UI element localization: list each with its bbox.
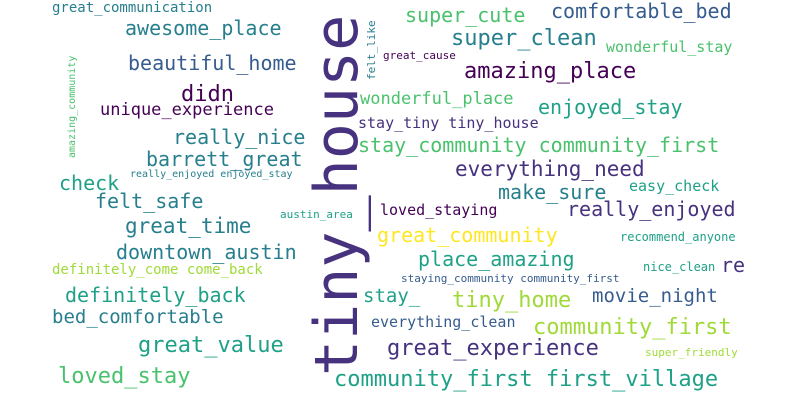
- word-barrett-great: barrett_great: [146, 147, 303, 171]
- word-didn: didn: [181, 82, 234, 107]
- word-enjoyed-stay: enjoyed_stay: [538, 95, 683, 119]
- word-super-clean: super_clean: [451, 26, 597, 51]
- word-movie-night: movie_night: [592, 285, 718, 307]
- word-loved-stay: loved_stay: [58, 364, 191, 389]
- word-downtown-austin: downtown_austin: [116, 240, 297, 264]
- word-awesome-place: awesome_place: [125, 16, 282, 40]
- word-comfortable-bed: comfortable_bed: [551, 0, 732, 23]
- word-great-experience: great_experience: [387, 336, 599, 361]
- word-re: re: [721, 253, 746, 277]
- word-beautiful-home: beautiful_home: [128, 51, 297, 75]
- word-place-amazing: place_amazing: [418, 247, 575, 271]
- word-stay: stay_: [363, 285, 421, 307]
- word-definitely-come-come-back: definitely_come come_back: [52, 262, 263, 278]
- word-super-cute: super_cute: [405, 3, 526, 27]
- word-austin-area: austin_area: [280, 208, 353, 221]
- word-recommend-anyone: recommend_anyone: [620, 230, 736, 244]
- word-wonderful-place: wonderful_place: [360, 89, 514, 109]
- word-everything-need: everything_need: [455, 157, 645, 181]
- word-tiny-home: tiny_home: [452, 288, 572, 313]
- word-tiny-house: tiny_house: [302, 14, 372, 376]
- word-definitely-back: definitely_back: [65, 283, 246, 307]
- word-unique-experience: unique_experience: [100, 100, 274, 120]
- word-felt-like: felt_like: [365, 20, 378, 80]
- word-stay-community-community-first: stay_community community_first: [358, 133, 720, 157]
- word-loved-staying: loved_staying: [380, 201, 498, 219]
- word-everything-clean: everything_clean: [371, 313, 516, 331]
- word-great-value: great_value: [138, 333, 284, 358]
- word-wonderful-stay: wonderful_stay: [606, 38, 733, 56]
- word-bed-comfortable: bed_comfortable: [52, 306, 224, 328]
- word-check: check: [59, 171, 120, 195]
- word-make-sure: make_sure: [498, 180, 607, 204]
- word-really-enjoyed-enjoyed-stay: really_enjoyed enjoyed_stay: [130, 169, 293, 180]
- word-great-cause: great_cause: [383, 49, 456, 62]
- word-really-nice: really_nice: [173, 125, 306, 149]
- word-nice-clean: nice_clean: [643, 260, 716, 274]
- word-easy-check: easy_check: [629, 177, 720, 195]
- word-community-first-first-village: community_first first_village: [334, 367, 719, 392]
- word-stay-tiny-tiny-house: stay_tiny tiny_house: [358, 114, 539, 132]
- word-community-first: community_first: [533, 315, 732, 340]
- word-great-community: great_community: [377, 223, 558, 247]
- word-felt-safe: felt_safe: [95, 189, 204, 213]
- word-amazing-place: amazing_place: [464, 59, 637, 84]
- word-staying-community-community-first: staying_community community_first: [401, 272, 620, 285]
- word-really-enjoyed: really_enjoyed: [567, 197, 736, 221]
- word-super-friendly: super_friendly: [645, 346, 738, 359]
- word-great-communication: great_communication: [52, 0, 213, 16]
- word-great-time: great_time: [125, 214, 252, 238]
- word-amazing-community: amazing_community: [67, 55, 78, 158]
